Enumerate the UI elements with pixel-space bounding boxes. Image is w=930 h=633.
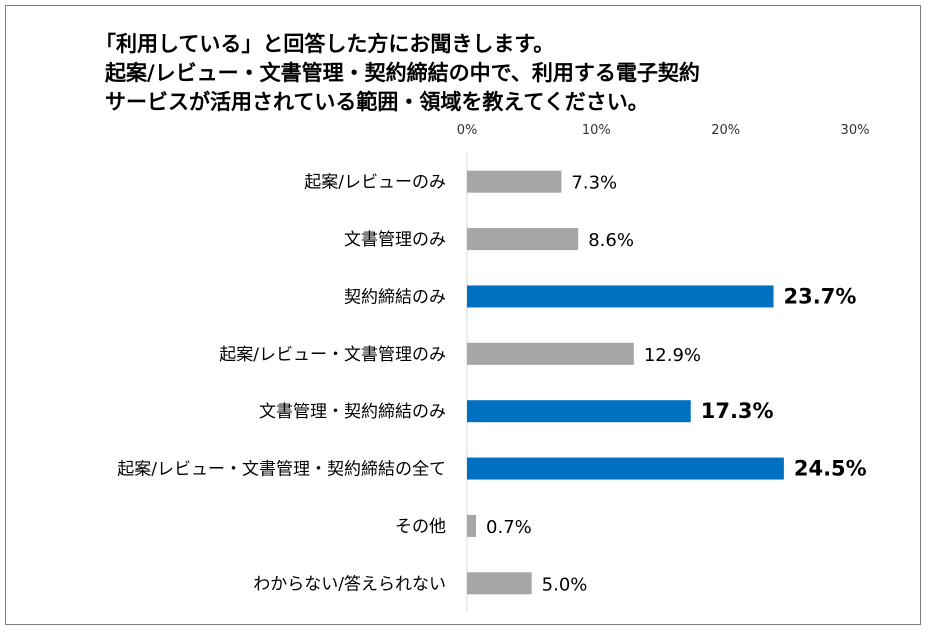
category-label: 契約締結のみ — [344, 287, 446, 307]
bar — [467, 572, 532, 595]
category-label: 起案/レビュー・文書管理・契約締結の全て — [117, 460, 446, 480]
data-label: 7.3% — [571, 173, 617, 194]
data-label: 17.3% — [701, 399, 774, 423]
x-tick-label: 10% — [582, 123, 611, 138]
x-tick-label: 0% — [457, 123, 478, 138]
bar — [467, 514, 477, 537]
data-label: 12.9% — [644, 345, 701, 366]
data-label: 5.0% — [542, 574, 588, 595]
chart-frame — [5, 5, 921, 625]
category-label: 文書管理のみ — [344, 230, 446, 250]
chart-title: 「利用している」と回答した方にお聞きします。 起案/レビュー・文書管理・契約締結… — [95, 30, 700, 117]
bar — [467, 342, 634, 365]
data-label: 23.7% — [784, 284, 857, 308]
title-line-2: 起案/レビュー・文書管理・契約締結の中で、利用する電子契約 — [105, 61, 700, 85]
title-line-1: 「利用している」と回答した方にお聞きします。 — [95, 32, 555, 56]
bar — [467, 457, 784, 480]
category-label: わからない/答えられない — [253, 574, 446, 594]
category-label: 起案/レビュー・文書管理のみ — [219, 345, 446, 365]
x-tick-label: 30% — [841, 123, 870, 138]
bar — [467, 170, 562, 193]
category-label: 文書管理・契約締結のみ — [259, 402, 446, 422]
data-label: 8.6% — [588, 230, 634, 251]
bar — [467, 285, 774, 308]
bar — [467, 400, 691, 423]
title-line-3: サービスが活用されている範囲・領域を教えてください。 — [105, 90, 649, 114]
x-tick-label: 20% — [711, 123, 740, 138]
data-label: 0.7% — [486, 517, 532, 538]
bar — [467, 228, 579, 251]
data-label: 24.5% — [794, 457, 867, 481]
category-label: 起案/レビューのみ — [304, 173, 446, 193]
category-label: その他 — [395, 517, 446, 537]
